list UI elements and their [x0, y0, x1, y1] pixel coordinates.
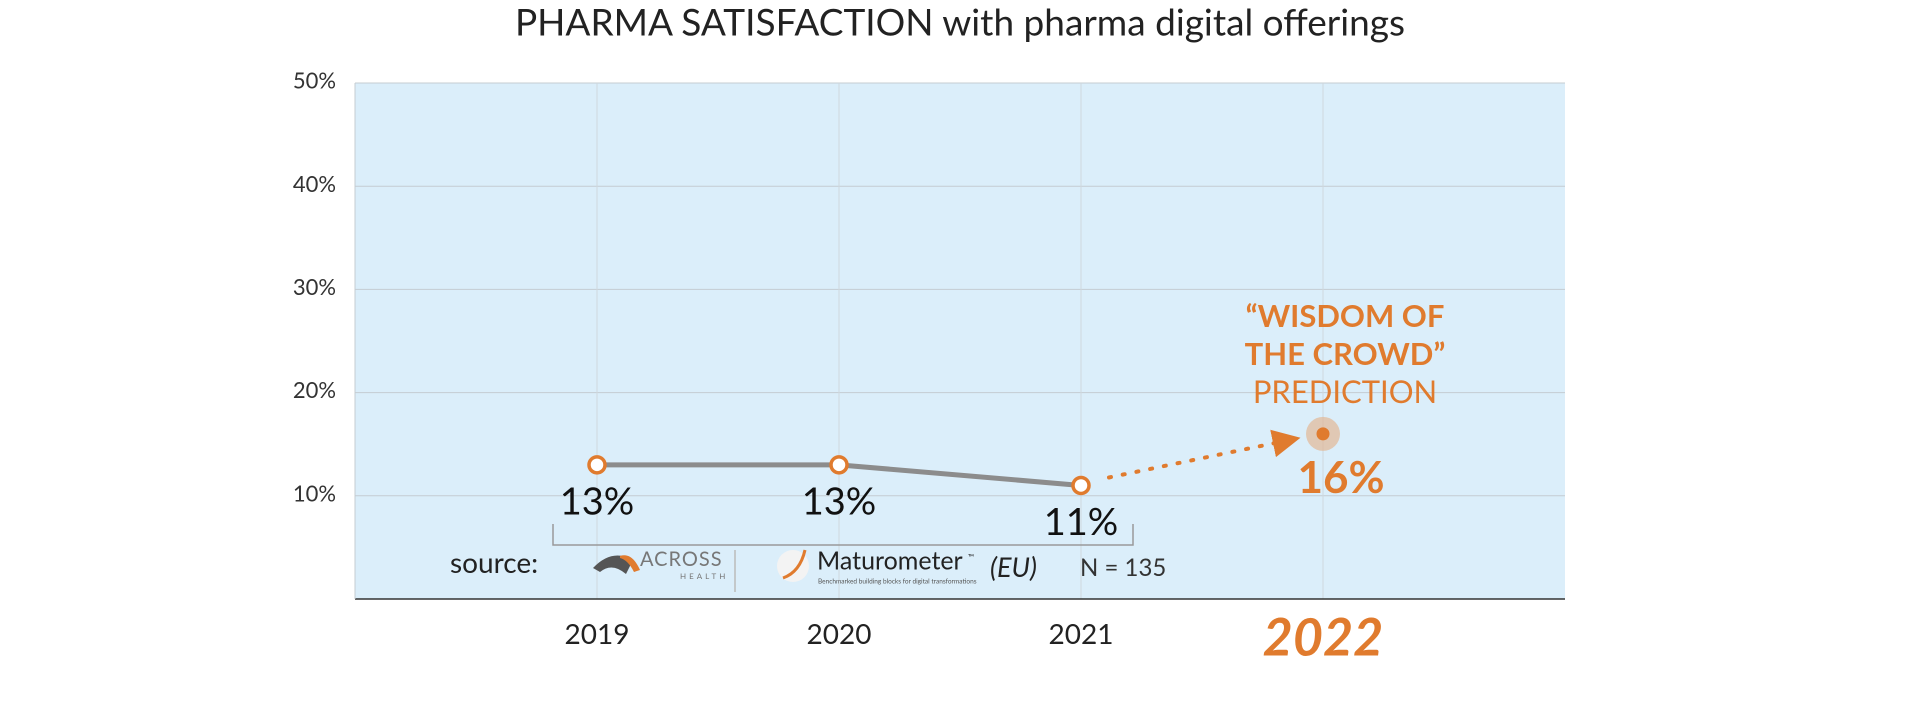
logo-icon: [593, 555, 633, 574]
y-tick-label: 30%: [293, 273, 336, 300]
value-label: 13%: [802, 477, 877, 523]
plot-area: [355, 83, 1565, 599]
y-tick-label: 40%: [293, 170, 336, 197]
annotation: PREDICTION: [1253, 372, 1437, 410]
logo-text: ™: [968, 552, 974, 562]
region-label: (EU): [990, 550, 1037, 583]
marker: [587, 455, 607, 475]
value-label: 13%: [560, 477, 635, 523]
value-label: 11%: [1044, 498, 1119, 544]
forecast-marker: [1316, 427, 1330, 441]
x-tick-label: 2019: [565, 616, 630, 650]
source-label: source:: [450, 545, 538, 579]
x-tick-label: 2021: [1049, 616, 1114, 650]
logo-icon: [782, 549, 807, 580]
value-label: 16%: [1297, 451, 1384, 503]
chart-title: PHARMA SATISFACTION with pharma digital …: [515, 0, 1405, 43]
logo-tagline: Benchmarked building blocks for digital …: [818, 579, 977, 586]
logo-text: Maturometer: [817, 545, 963, 575]
bracket: [552, 524, 1134, 546]
x-tick-label: 2020: [807, 616, 872, 650]
annotation: THE CROWD”: [1245, 334, 1446, 372]
logo-text: HEALTH: [680, 571, 728, 581]
y-tick-label: 10%: [293, 479, 336, 506]
x-tick-label: 2022: [1263, 605, 1384, 667]
y-tick-label: 20%: [293, 376, 336, 403]
sample-size: N = 135: [1080, 553, 1166, 582]
logo-text: ACROSS: [640, 547, 723, 571]
marker: [1071, 475, 1091, 496]
annotation: “WISDOM OF: [1246, 296, 1445, 334]
y-tick-label: 50%: [293, 67, 336, 94]
forecast-arrow: [1107, 429, 1301, 480]
logo-icon: [620, 555, 640, 572]
marker: [829, 455, 849, 475]
